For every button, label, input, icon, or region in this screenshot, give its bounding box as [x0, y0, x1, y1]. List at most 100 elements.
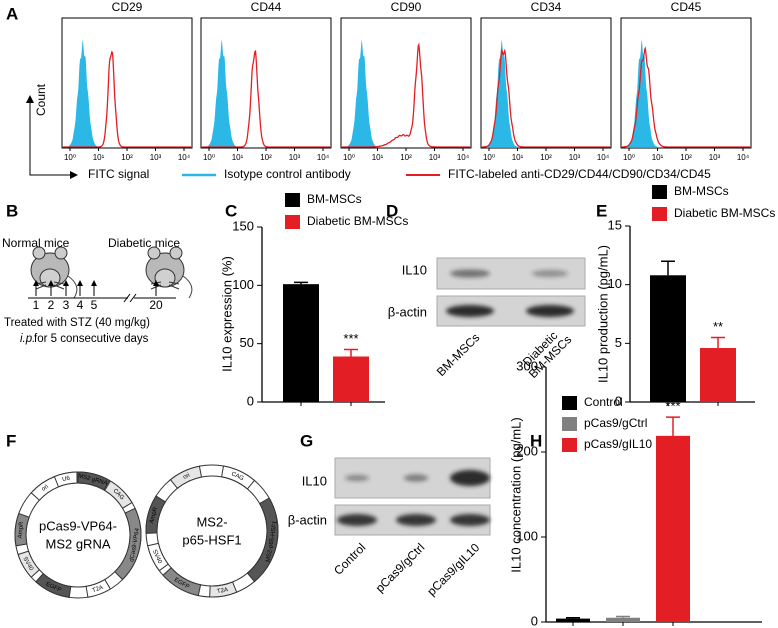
label: 10⁴ — [737, 153, 750, 162]
label: 0 — [615, 393, 622, 408]
label: 10² — [400, 153, 412, 162]
label: D — [386, 201, 398, 220]
bar — [333, 356, 369, 402]
error-bar — [616, 615, 630, 618]
label: U6 — [62, 475, 71, 483]
label: C — [225, 201, 237, 220]
label: BM-MSCs — [674, 184, 729, 198]
label: 20 — [149, 298, 163, 312]
label: 10² — [540, 153, 552, 162]
label: 10¹ — [372, 153, 384, 162]
label: E — [596, 201, 607, 220]
label: pCas9/gIL10 — [584, 437, 652, 451]
label: pCas9/gIL10 — [424, 540, 482, 598]
label: 5 — [615, 335, 622, 350]
label: SV40 — [151, 549, 163, 565]
legend-swatch — [285, 215, 300, 229]
bar — [656, 435, 690, 622]
label: 50 — [240, 335, 254, 350]
label: Normal mice — [2, 236, 70, 250]
arrow-head — [77, 280, 83, 286]
marker-histogram — [621, 46, 751, 148]
label: 10¹ — [93, 153, 105, 162]
label: CAG — [230, 471, 245, 482]
plasmid-element — [17, 550, 41, 578]
label: pCas9/gCtrl — [584, 416, 647, 430]
label: β-actin — [288, 512, 327, 527]
label: 10³ — [709, 153, 721, 162]
plasmid-element — [35, 572, 72, 598]
error-bar — [566, 617, 580, 619]
label: H — [530, 431, 542, 450]
label: 3 — [63, 298, 70, 312]
label: IL10 — [402, 262, 427, 277]
plasmid-element — [246, 497, 279, 583]
label: 10² — [680, 153, 692, 162]
error-bar — [344, 348, 358, 357]
label: F — [6, 431, 16, 450]
label: 10⁴ — [317, 153, 330, 162]
label: 1 — [33, 298, 40, 312]
label: 5 — [91, 298, 98, 312]
blot-band — [345, 475, 369, 481]
label: Control — [584, 395, 623, 409]
label: *** — [343, 331, 358, 346]
marker-histogram — [62, 50, 192, 148]
error-bar — [661, 260, 675, 276]
plasmid-element — [85, 578, 112, 598]
label: 10⁰ — [64, 153, 76, 162]
mouse-tail — [67, 275, 78, 299]
label: AmpR — [149, 506, 159, 524]
label: 10¹ — [232, 153, 244, 162]
label: pCas9-VP64- — [39, 518, 117, 533]
label: 10¹ — [512, 153, 524, 162]
bar — [556, 618, 590, 622]
legend-swatch — [562, 438, 577, 452]
legend-swatch — [562, 396, 577, 410]
label: Count — [34, 83, 48, 116]
plasmid-element — [14, 512, 30, 547]
label: CD45 — [671, 0, 702, 14]
label: 100 — [232, 277, 254, 292]
blot-band — [532, 270, 568, 277]
label: 200 — [516, 443, 538, 458]
bar — [606, 617, 640, 622]
label: CD29 — [112, 0, 143, 14]
blot-band — [404, 474, 428, 482]
label: 10⁰ — [343, 153, 355, 162]
plasmid-element — [30, 475, 60, 501]
blot-band — [450, 470, 490, 486]
label: 10³ — [289, 153, 301, 162]
plasmid-element — [162, 567, 202, 597]
label: CD90 — [391, 0, 422, 14]
label: pCas9/gCtrl — [373, 540, 428, 595]
plasmid-element — [52, 471, 78, 488]
error-bar — [711, 336, 725, 349]
label: 0 — [531, 613, 538, 628]
label: 10³ — [569, 153, 581, 162]
label: IL10 — [302, 473, 327, 488]
label: 15 — [608, 217, 622, 232]
label: MS2- — [196, 514, 227, 529]
marker-histogram — [201, 49, 331, 148]
label: Diabetic BM-MSCs — [674, 206, 775, 220]
label: T2A — [217, 587, 229, 595]
isotype-histogram — [62, 39, 192, 148]
label: Diabetic mice — [108, 236, 180, 250]
bar — [650, 275, 686, 402]
label: 300 — [516, 358, 538, 373]
label: 0 — [247, 393, 254, 408]
timeline — [28, 293, 176, 303]
label: ori — [41, 484, 50, 493]
label: B — [6, 201, 18, 220]
label: FITC-labeled anti-CD29/CD44/CD90/CD34/CD… — [448, 167, 711, 181]
arrow-head — [63, 280, 69, 286]
label: G — [300, 431, 313, 450]
blot-band — [337, 514, 377, 526]
label: 4 — [77, 298, 84, 312]
label: BM-MSCs — [307, 192, 362, 206]
label: Isotype control antibody — [224, 167, 351, 181]
mouse-ear — [147, 246, 161, 260]
label: 2 — [48, 298, 55, 312]
